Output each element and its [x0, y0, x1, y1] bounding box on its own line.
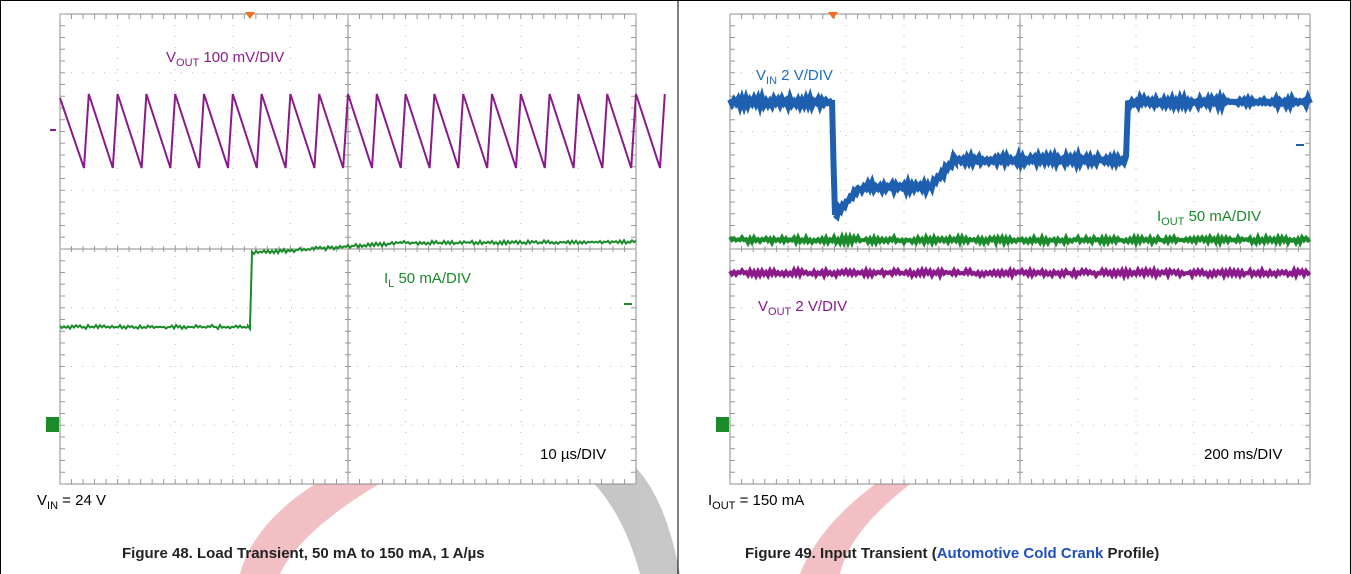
- condition: IOUT = 150 mA: [708, 492, 804, 512]
- ground-marker: [46, 417, 59, 432]
- trace-vout: [730, 270, 1310, 276]
- timebase: 200 ms/DIV: [1204, 446, 1282, 463]
- caption: Figure 49. Input Transient (Automotive C…: [745, 545, 1159, 562]
- ground-marker: [716, 417, 729, 432]
- scope-plot: [46, 12, 665, 484]
- trace-iout: [730, 237, 1310, 243]
- caption: Figure 48. Load Transient, 50 mA to 150 …: [122, 545, 485, 562]
- timebase: 10 µs/DIV: [540, 446, 606, 463]
- condition: VIN = 24 V: [37, 492, 106, 512]
